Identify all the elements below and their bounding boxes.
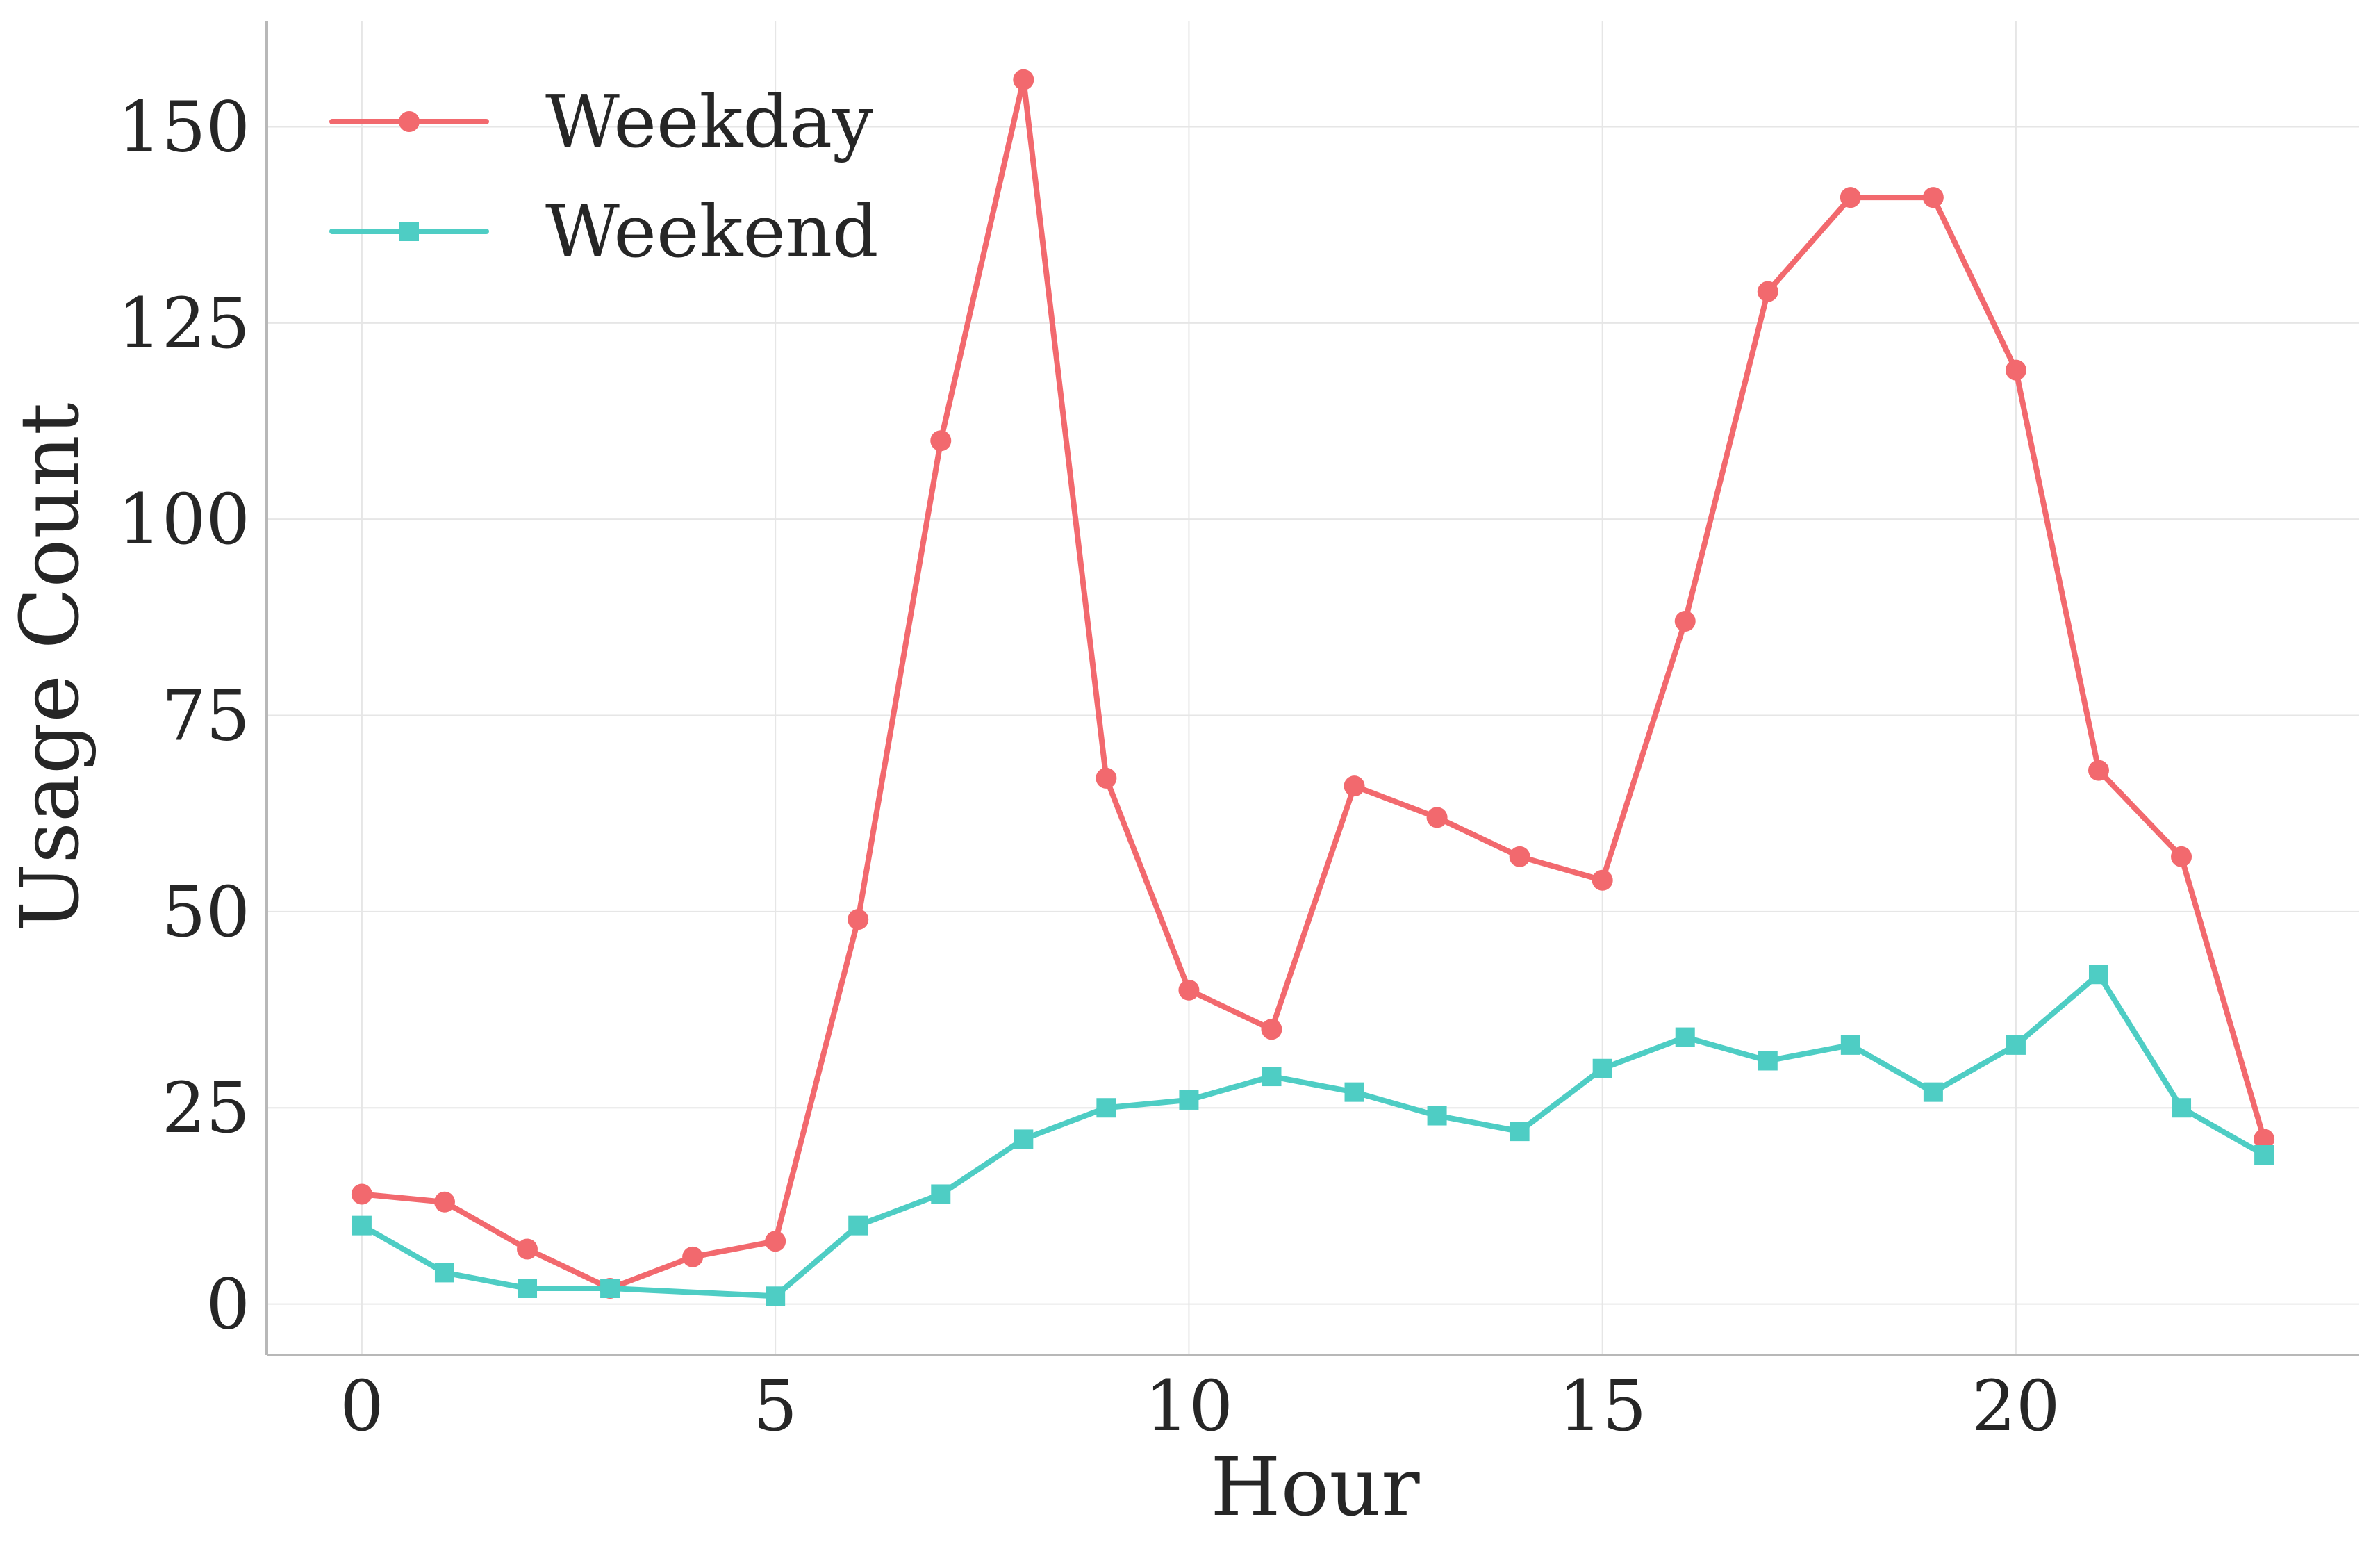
weekend-point bbox=[2254, 1145, 2274, 1165]
weekend-point bbox=[1675, 1027, 1695, 1047]
y-tick-label: 50 bbox=[162, 871, 250, 953]
weekday-point bbox=[765, 1231, 786, 1252]
x-tick-label: 15 bbox=[1558, 1365, 1646, 1447]
y-tick-label: 0 bbox=[206, 1264, 250, 1345]
legend-label-weekday: Weekday bbox=[545, 79, 873, 164]
x-tick-label: 20 bbox=[1972, 1365, 2060, 1447]
weekday-point bbox=[1922, 187, 1944, 208]
weekend-point bbox=[2172, 1098, 2192, 1118]
weekend-point bbox=[931, 1184, 951, 1204]
weekday-point bbox=[1178, 979, 1200, 1001]
weekend-line bbox=[358, 971, 2267, 1299]
weekend-point bbox=[1344, 1082, 1364, 1102]
series-layer bbox=[351, 69, 2275, 1306]
grid-layer bbox=[267, 21, 2359, 1355]
legend-marker-weekday bbox=[399, 111, 420, 132]
weekday-point bbox=[2088, 760, 2109, 781]
weekday-point bbox=[1426, 807, 1448, 828]
weekday-point bbox=[1344, 776, 1365, 797]
weekday-point bbox=[1840, 187, 1861, 208]
legend-marker-weekend bbox=[399, 222, 419, 241]
series-weekday bbox=[351, 69, 2275, 1299]
weekend-point bbox=[2088, 965, 2108, 985]
weekday-point bbox=[2254, 1129, 2275, 1150]
x-tick-label: 5 bbox=[753, 1365, 798, 1447]
weekend-point bbox=[1427, 1106, 1447, 1126]
x-tick-label: 10 bbox=[1145, 1365, 1233, 1447]
y-tick-label: 100 bbox=[117, 479, 250, 560]
legend-label-weekend: Weekend bbox=[545, 189, 879, 274]
weekend-point bbox=[1262, 1067, 1282, 1087]
weekday-point bbox=[517, 1238, 538, 1260]
weekend-point bbox=[1758, 1051, 1778, 1071]
weekday-point bbox=[1013, 69, 1034, 90]
weekday-point bbox=[682, 1246, 704, 1267]
weekend-point bbox=[1840, 1035, 1860, 1055]
weekend-point bbox=[1592, 1058, 1612, 1078]
series-weekend bbox=[352, 965, 2274, 1306]
weekend-point bbox=[1510, 1122, 1530, 1142]
y-tick-label: 75 bbox=[162, 675, 250, 757]
weekday-point bbox=[848, 909, 869, 930]
weekend-point bbox=[352, 1215, 372, 1236]
weekend-point bbox=[2006, 1035, 2026, 1055]
weekend-point bbox=[1923, 1082, 1943, 1102]
weekend-point bbox=[600, 1279, 620, 1298]
legend: Weekday Weekend bbox=[329, 79, 879, 274]
weekend-point bbox=[848, 1215, 868, 1236]
x-axis-title: Hour bbox=[1210, 1441, 1420, 1534]
weekday-line bbox=[358, 76, 2267, 1291]
y-tick-label: 150 bbox=[117, 86, 250, 167]
weekday-point bbox=[2005, 359, 2026, 381]
weekday-point bbox=[433, 1191, 455, 1213]
weekend-point bbox=[1014, 1129, 1034, 1149]
weekday-point bbox=[1096, 767, 1117, 789]
weekday-point bbox=[1261, 1019, 1282, 1040]
y-tick-label: 25 bbox=[162, 1067, 250, 1149]
weekend-point bbox=[766, 1286, 786, 1306]
axes-layer bbox=[265, 21, 2359, 1356]
y-tick-label: 125 bbox=[117, 283, 250, 364]
weekday-point bbox=[930, 430, 952, 452]
weekday-point bbox=[1509, 846, 1530, 867]
weekday-point bbox=[1757, 281, 1778, 302]
x-tick-label: 0 bbox=[340, 1365, 384, 1447]
weekday-point bbox=[1592, 869, 1613, 891]
weekend-point bbox=[434, 1263, 454, 1283]
weekend-point bbox=[1096, 1098, 1116, 1118]
weekday-point bbox=[1674, 611, 1696, 632]
y-axis-title: Usage Count bbox=[3, 403, 97, 932]
weekend-point bbox=[518, 1279, 538, 1298]
weekday-point bbox=[351, 1183, 372, 1205]
weekend-point bbox=[1179, 1090, 1199, 1110]
ticks-layer: 0 5 10 15 20 0 25 50 75 100 125 150 bbox=[117, 86, 2060, 1447]
weekday-point bbox=[2171, 846, 2192, 867]
